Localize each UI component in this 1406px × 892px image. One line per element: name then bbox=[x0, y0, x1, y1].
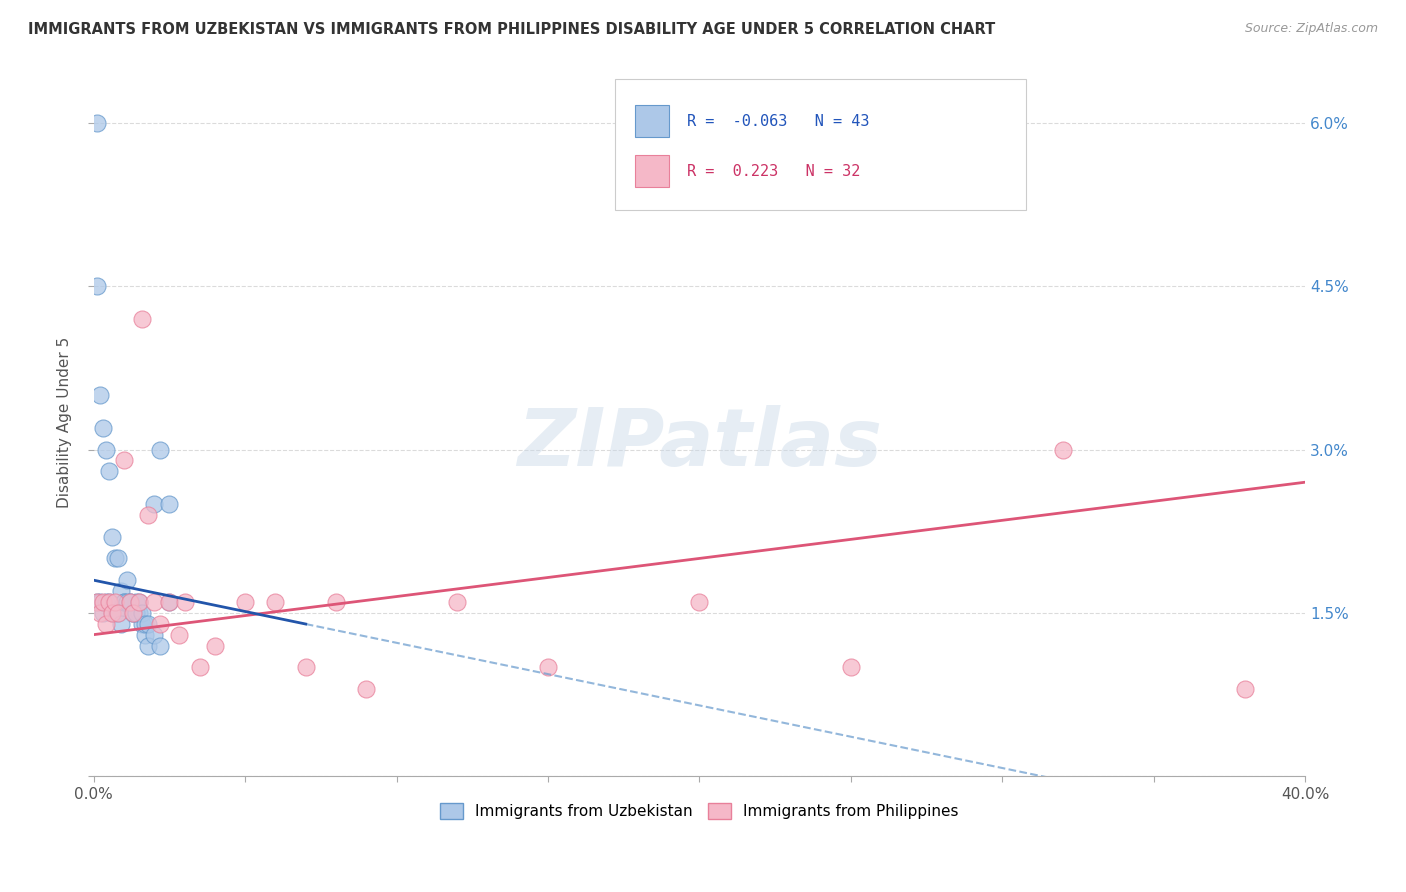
Point bbox=[149, 639, 172, 653]
Point bbox=[112, 453, 135, 467]
Point bbox=[94, 442, 117, 457]
Point bbox=[107, 606, 129, 620]
Point bbox=[325, 595, 347, 609]
Legend: Immigrants from Uzbekistan, Immigrants from Philippines: Immigrants from Uzbekistan, Immigrants f… bbox=[434, 797, 965, 825]
Point bbox=[115, 573, 138, 587]
Point bbox=[115, 595, 138, 609]
Point bbox=[97, 595, 120, 609]
Point bbox=[264, 595, 287, 609]
Point bbox=[94, 616, 117, 631]
Point bbox=[356, 682, 378, 697]
Point bbox=[131, 616, 153, 631]
Point bbox=[112, 595, 135, 609]
Point bbox=[136, 616, 159, 631]
Point bbox=[107, 606, 129, 620]
Point bbox=[104, 595, 127, 609]
Point bbox=[131, 606, 153, 620]
Point bbox=[110, 616, 132, 631]
Bar bbox=[636, 155, 669, 186]
Point bbox=[86, 279, 108, 293]
Point bbox=[118, 595, 141, 609]
Bar bbox=[636, 105, 669, 137]
Point bbox=[294, 660, 316, 674]
Point bbox=[86, 116, 108, 130]
Point bbox=[101, 606, 124, 620]
Point bbox=[89, 388, 111, 402]
Point bbox=[233, 595, 256, 609]
Point bbox=[143, 497, 166, 511]
Text: IMMIGRANTS FROM UZBEKISTAN VS IMMIGRANTS FROM PHILIPPINES DISABILITY AGE UNDER 5: IMMIGRANTS FROM UZBEKISTAN VS IMMIGRANTS… bbox=[28, 22, 995, 37]
Point bbox=[97, 464, 120, 478]
Point bbox=[173, 595, 195, 609]
Point bbox=[112, 595, 135, 609]
Point bbox=[101, 606, 124, 620]
Text: ZIPatlas: ZIPatlas bbox=[517, 405, 882, 483]
Point bbox=[107, 551, 129, 566]
Point bbox=[157, 595, 180, 609]
Point bbox=[136, 639, 159, 653]
Text: Source: ZipAtlas.com: Source: ZipAtlas.com bbox=[1244, 22, 1378, 36]
Point bbox=[122, 606, 145, 620]
Point bbox=[143, 627, 166, 641]
Point bbox=[157, 497, 180, 511]
Point bbox=[134, 616, 156, 631]
Point bbox=[1233, 682, 1256, 697]
Point bbox=[446, 595, 468, 609]
Point bbox=[149, 442, 172, 457]
Point bbox=[118, 595, 141, 609]
Point bbox=[122, 606, 145, 620]
Point bbox=[104, 551, 127, 566]
Point bbox=[89, 595, 111, 609]
Point bbox=[125, 606, 148, 620]
Text: R =  -0.063   N = 43: R = -0.063 N = 43 bbox=[688, 114, 870, 129]
Point bbox=[188, 660, 211, 674]
Point bbox=[89, 606, 111, 620]
Point bbox=[134, 627, 156, 641]
Point bbox=[110, 584, 132, 599]
Point bbox=[104, 606, 127, 620]
Point bbox=[1052, 442, 1074, 457]
Point bbox=[91, 421, 114, 435]
Point bbox=[143, 595, 166, 609]
Point bbox=[128, 606, 150, 620]
Point bbox=[204, 639, 226, 653]
Point bbox=[688, 595, 710, 609]
Point bbox=[122, 606, 145, 620]
Point bbox=[131, 312, 153, 326]
Point bbox=[128, 595, 150, 609]
Point bbox=[149, 616, 172, 631]
Y-axis label: Disability Age Under 5: Disability Age Under 5 bbox=[58, 336, 72, 508]
Point bbox=[167, 627, 190, 641]
Point bbox=[91, 595, 114, 609]
Point bbox=[101, 530, 124, 544]
Point bbox=[839, 660, 862, 674]
Point bbox=[128, 595, 150, 609]
Point bbox=[157, 595, 180, 609]
Point bbox=[97, 595, 120, 609]
Point bbox=[136, 508, 159, 522]
Point bbox=[91, 606, 114, 620]
Point bbox=[86, 595, 108, 609]
Text: R =  0.223   N = 32: R = 0.223 N = 32 bbox=[688, 163, 860, 178]
Point bbox=[94, 595, 117, 609]
Point bbox=[86, 595, 108, 609]
Point bbox=[125, 595, 148, 609]
Point bbox=[118, 595, 141, 609]
Point bbox=[537, 660, 560, 674]
FancyBboxPatch shape bbox=[614, 79, 1026, 210]
